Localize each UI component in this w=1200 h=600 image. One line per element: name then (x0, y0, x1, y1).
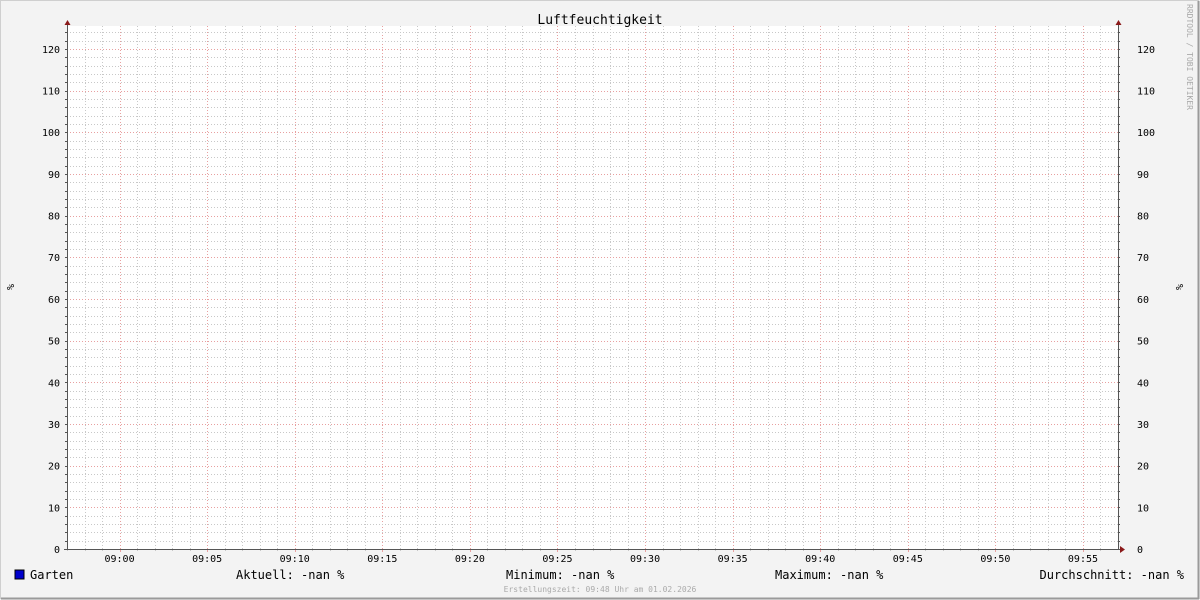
y-axis-arrow-icon (64, 20, 71, 25)
y-tick-label-right: 120 (1137, 45, 1155, 56)
x-tick-label: 09:15 (367, 554, 397, 565)
grid (67, 26, 1118, 549)
y-tick-label-right: 30 (1137, 420, 1149, 431)
footer-timestamp: Erstellungszeit: 09:48 Uhr am 01.02.2026 (504, 585, 697, 594)
y-tick-label: 60 (48, 295, 60, 306)
y-tick-label: 10 (48, 503, 60, 514)
x-tick-label: 09:20 (455, 554, 485, 565)
x-tick-label: 09:40 (805, 554, 835, 565)
y-tick-label: 0 (54, 545, 60, 556)
x-tick-label: 09:00 (104, 554, 134, 565)
y-tick-label: 40 (48, 378, 60, 389)
legend-average: Durchschnitt: -nan % (1040, 568, 1185, 582)
tick-labels: 09:00 09:05 09:10 09:15 09:20 09:25 09:30 09:35… (42, 45, 1155, 565)
legend-current: Aktuell: -nan % (236, 568, 345, 582)
legend-maximum: Maximum: -nan % (775, 568, 884, 582)
x-tick-label: 09:45 (893, 554, 923, 565)
watermark: RRDTOOL / TOBI OETIKER (1185, 4, 1194, 110)
y-tick-label: 70 (48, 253, 60, 264)
x-tick-label: 09:10 (280, 554, 310, 565)
y-tick-label-right: 70 (1137, 253, 1149, 264)
legend-swatch-garten (14, 569, 25, 580)
y-tick-label-right: 60 (1137, 295, 1149, 306)
x-axis-arrow-icon (1120, 546, 1125, 553)
y-tick-label: 80 (48, 212, 60, 223)
x-tick-label: 09:30 (630, 554, 660, 565)
y-tick-label-right: 20 (1137, 462, 1149, 473)
legend-label-garten: Garten (30, 568, 73, 582)
y-tick-label-right: 80 (1137, 212, 1149, 223)
chart-title: Luftfeuchtigkeit (537, 13, 662, 28)
y-tick-label: 110 (42, 87, 60, 98)
y-tick-label-right: 40 (1137, 378, 1149, 389)
axes (64, 20, 1125, 553)
y-tick-label-right: 100 (1137, 128, 1155, 139)
y-tick-label: 50 (48, 337, 60, 348)
x-tick-label: 09:35 (718, 554, 748, 565)
y-tick-label-right: 110 (1137, 87, 1155, 98)
y-tick-label-right: 10 (1137, 503, 1149, 514)
y-tick-label: 20 (48, 462, 60, 473)
y-tick-label: 90 (48, 170, 60, 181)
legend-minimum: Minimum: -nan % (506, 568, 615, 582)
y-tick-label: 100 (42, 128, 60, 139)
x-tick-label: 09:25 (542, 554, 572, 565)
y-tick-label-right: 50 (1137, 337, 1149, 348)
y-tick-label: 120 (42, 45, 60, 56)
y-axis-label: % (4, 284, 15, 290)
y-axis-label-right: % (1173, 284, 1184, 290)
x-tick-label: 09:55 (1068, 554, 1098, 565)
x-tick-label: 09:05 (192, 554, 222, 565)
x-tick-label: 09:50 (980, 554, 1010, 565)
y-tick-label-right: 0 (1137, 545, 1143, 556)
y-tick-label-right: 90 (1137, 170, 1149, 181)
y-tick-label: 30 (48, 420, 60, 431)
y-axis-right-arrow-icon (1115, 20, 1122, 25)
